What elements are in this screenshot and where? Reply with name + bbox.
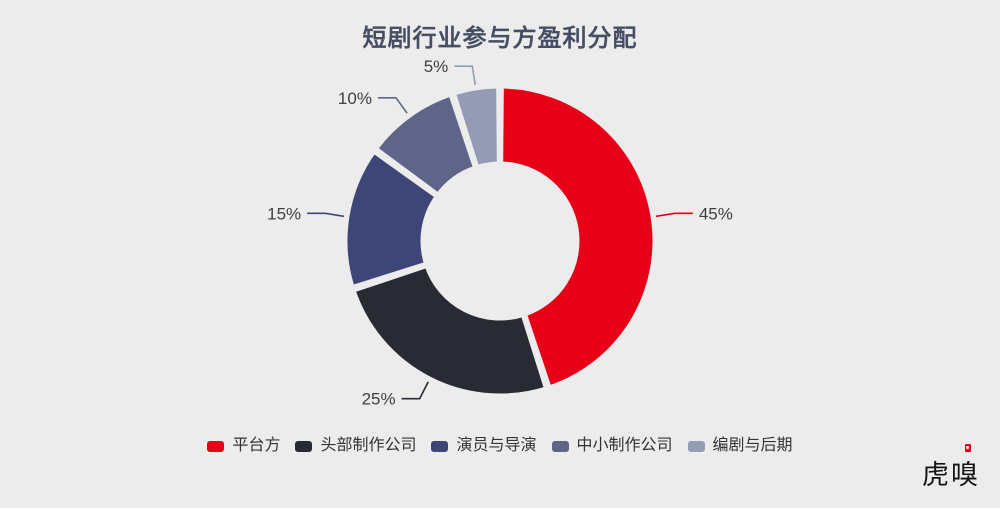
donut-slice-top-producers xyxy=(350,262,550,399)
legend-swatch-icon xyxy=(431,440,449,452)
legend-swatch-icon xyxy=(551,440,569,452)
label-leader-line-small-producers xyxy=(377,97,408,114)
legend-item-top-producers: 头部制作公司 xyxy=(295,438,416,454)
donut-slice-writers-post xyxy=(450,83,502,171)
legend-label: 平台方 xyxy=(232,437,281,454)
label-leader-line-top-producers xyxy=(401,381,429,400)
label-leader-line-platform xyxy=(655,212,693,218)
legend-swatch-icon xyxy=(295,440,313,452)
huxiu-logo: 虎嗅 xyxy=(922,444,980,492)
legend-label: 演员与导演 xyxy=(456,437,537,454)
legend-swatch-icon xyxy=(207,440,225,452)
pct-label-small-producers: 10% xyxy=(338,89,372,108)
legend-item-platform: 平台方 xyxy=(207,438,280,454)
pct-label-top-producers: 25% xyxy=(362,390,396,409)
pct-label-platform: 45% xyxy=(699,204,733,223)
pct-label-writers-post: 5% xyxy=(424,57,449,76)
donut-chart: 45% 25% 15% 10% 5% xyxy=(267,57,733,409)
legend-item-small-producers: 中小制作公司 xyxy=(551,437,673,454)
chart-title: 短剧行业参与方盈利分配 xyxy=(362,25,638,52)
legend-label: 头部制作公司 xyxy=(320,437,417,454)
chart-legend: 平台方 头部制作公司 演员与导演 中小制作公司 编剧与后期 xyxy=(0,438,1000,454)
huxiu-logo-red-mark-icon xyxy=(965,444,971,452)
label-leader-line-writers-post xyxy=(454,65,477,86)
legend-swatch-icon xyxy=(687,440,705,452)
pct-label-actors-directors: 15% xyxy=(267,204,301,223)
legend-label: 编剧与后期 xyxy=(712,437,793,454)
huxiu-logo-text: 虎嗅 xyxy=(922,460,980,491)
label-leader-line-actors-directors xyxy=(307,212,345,218)
legend-item-writers-post: 编剧与后期 xyxy=(687,437,793,454)
donut-slice-small-producers xyxy=(372,91,479,198)
donut-slice-platform xyxy=(498,83,658,391)
legend-item-actors-directors: 演员与导演 xyxy=(431,437,537,454)
donut-slice-actors-directors xyxy=(342,148,440,291)
legend-label: 中小制作公司 xyxy=(576,437,673,454)
